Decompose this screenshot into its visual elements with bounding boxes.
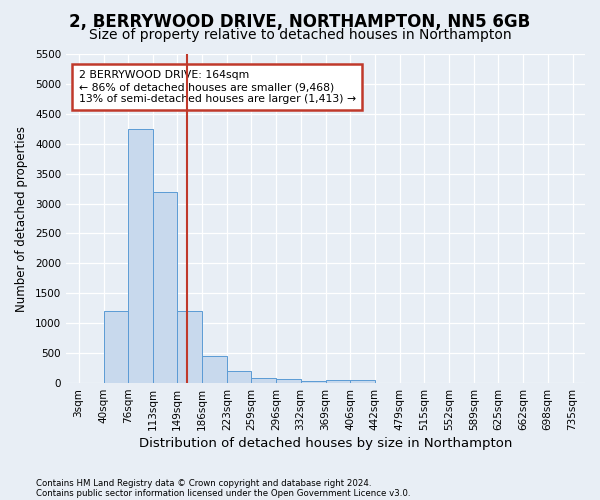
Bar [251, 378, 276, 383]
Bar [276, 380, 301, 383]
Bar [202, 356, 227, 383]
Bar [128, 129, 153, 383]
Y-axis label: Number of detached properties: Number of detached properties [15, 126, 28, 312]
Bar [326, 380, 350, 383]
Bar [227, 371, 251, 383]
Bar [177, 312, 202, 383]
Bar [350, 380, 375, 383]
Text: Contains public sector information licensed under the Open Government Licence v3: Contains public sector information licen… [36, 488, 410, 498]
Bar [104, 312, 128, 383]
Text: 2, BERRYWOOD DRIVE, NORTHAMPTON, NN5 6GB: 2, BERRYWOOD DRIVE, NORTHAMPTON, NN5 6GB [70, 12, 530, 30]
Text: Contains HM Land Registry data © Crown copyright and database right 2024.: Contains HM Land Registry data © Crown c… [36, 478, 371, 488]
Bar [153, 192, 177, 383]
Bar [301, 382, 326, 383]
Text: 2 BERRYWOOD DRIVE: 164sqm
← 86% of detached houses are smaller (9,468)
13% of se: 2 BERRYWOOD DRIVE: 164sqm ← 86% of detac… [79, 70, 356, 104]
Text: Size of property relative to detached houses in Northampton: Size of property relative to detached ho… [89, 28, 511, 42]
X-axis label: Distribution of detached houses by size in Northampton: Distribution of detached houses by size … [139, 437, 512, 450]
